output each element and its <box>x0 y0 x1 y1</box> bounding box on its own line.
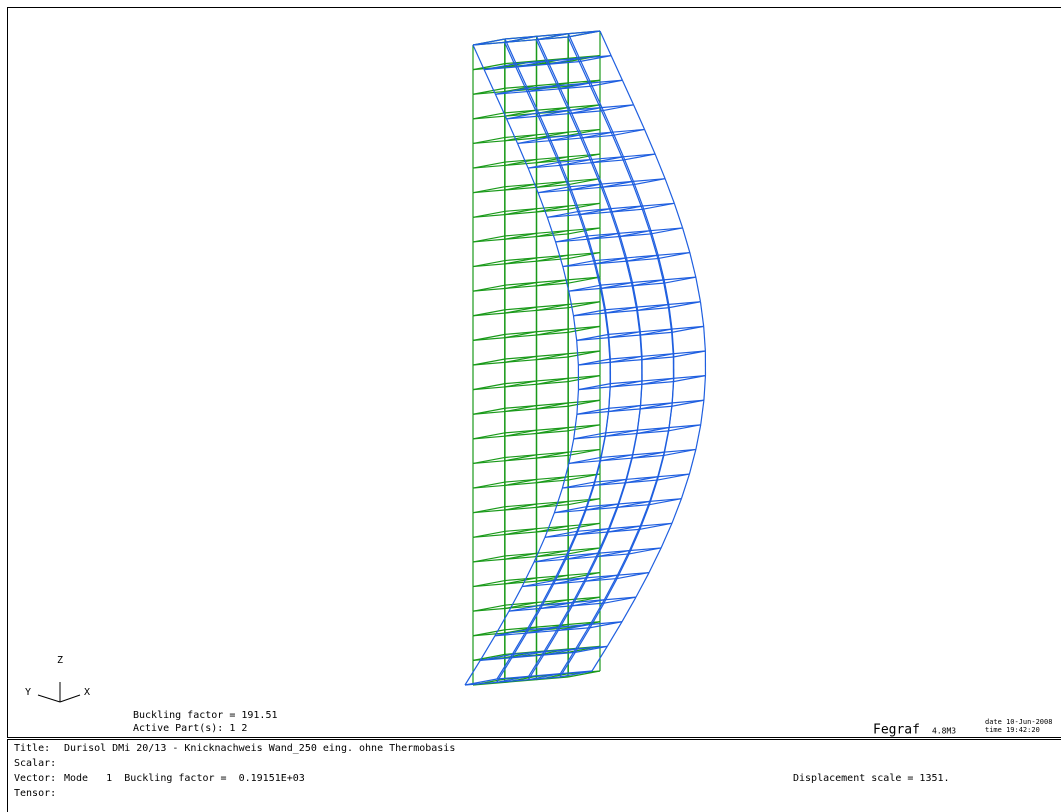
mesh-edge <box>696 425 701 450</box>
mesh-edge <box>619 237 626 262</box>
mesh-edge <box>700 302 703 327</box>
mesh-edge <box>554 488 562 513</box>
mesh-edge <box>577 340 579 365</box>
mesh-edge <box>645 129 656 154</box>
brand: Fegraf <box>873 723 920 738</box>
mesh-edge <box>495 611 509 636</box>
mesh-edge <box>548 61 559 86</box>
active-parts: Active Part(s): 1 2 <box>133 723 247 734</box>
mesh-edge <box>651 231 658 256</box>
mesh-edge <box>649 548 661 573</box>
axis-label: X <box>84 687 90 698</box>
date: date 10-Jun-2008 <box>985 718 1052 726</box>
label: Title: <box>14 742 64 756</box>
mesh-edge <box>613 132 624 157</box>
mesh-edge <box>473 45 484 70</box>
mesh-edge <box>636 573 649 598</box>
mesh-edge <box>611 212 619 237</box>
mesh-edge <box>577 390 579 415</box>
mesh-edge <box>674 203 682 228</box>
mesh-edge <box>602 111 613 136</box>
mesh-edge <box>690 253 696 278</box>
mesh-edge <box>651 234 658 259</box>
axis-label: Z <box>57 655 63 666</box>
buckling-factor: Buckling factor = 191.51 <box>133 710 278 721</box>
mesh-edge <box>655 154 665 179</box>
mesh-edge <box>600 31 611 56</box>
axis-x <box>60 695 80 702</box>
mesh-edge <box>587 239 594 264</box>
version: 4.8M3 <box>932 727 956 736</box>
mesh-edge <box>613 135 624 160</box>
label: Scalar: <box>14 757 64 771</box>
mesh-edge <box>579 58 590 83</box>
mesh-edge <box>633 181 642 206</box>
mesh-edge <box>607 622 622 647</box>
viewport: Z Y X Buckling factor = 191.51 Active Pa… <box>0 0 1061 738</box>
mesh-edge <box>581 138 592 163</box>
mesh-edge <box>602 108 613 133</box>
vector: Mode 1 Buckling factor = 0.19151E+03 <box>64 773 305 784</box>
mesh-edge <box>643 206 651 231</box>
mesh-edge <box>619 233 626 258</box>
mesh-edge <box>547 217 555 242</box>
mesh-edge <box>696 277 701 302</box>
mesh-edge <box>626 261 632 286</box>
mesh-edge <box>516 64 527 89</box>
mesh-edge <box>623 157 633 182</box>
page: {"viewport": {"axes": {"z": "Z", "y": "Y… <box>0 0 1061 812</box>
mesh-edge <box>634 105 645 130</box>
mesh-edge <box>611 56 622 81</box>
mesh-edge <box>672 499 681 524</box>
mesh-edge <box>556 242 563 267</box>
info-panel: Title:Durisol DMi 20/13 - Knicknachweis … <box>7 739 1061 812</box>
mesh-edge <box>570 190 579 215</box>
mesh-edge <box>579 215 587 240</box>
mesh-edge <box>623 160 633 185</box>
mesh-edge <box>661 523 672 548</box>
mesh-edge <box>545 513 554 538</box>
mesh-edge <box>538 193 547 218</box>
mesh-edge <box>602 184 611 209</box>
mesh-edge <box>622 80 633 105</box>
mesh-edge <box>701 400 704 425</box>
mesh-edge <box>626 258 632 283</box>
mesh-edge <box>579 211 587 236</box>
mesh-edge <box>505 39 516 64</box>
mesh <box>465 31 705 685</box>
mesh-edge <box>601 187 610 212</box>
mesh-edge <box>658 255 664 280</box>
mesh-edge <box>658 259 664 284</box>
mesh-edge <box>608 338 610 363</box>
title: Durisol DMi 20/13 - Knicknachweis Wand_2… <box>64 743 455 754</box>
label: Tensor: <box>14 787 64 801</box>
mesh-edge <box>681 474 689 499</box>
mesh-edge <box>689 449 695 474</box>
mesh-edge <box>704 376 706 401</box>
axis-y <box>38 695 60 702</box>
mesh-edge <box>622 597 636 622</box>
mesh-edge <box>522 562 534 587</box>
displacement-scale: Displacement scale = 1351. <box>793 772 950 786</box>
mesh-edge <box>600 288 605 313</box>
mesh-edge <box>683 228 690 253</box>
mesh-edge <box>537 36 548 61</box>
mesh-edge <box>633 185 642 210</box>
label: Vector: <box>14 772 64 786</box>
axis-label: Y <box>25 687 31 698</box>
mesh-edge <box>664 280 669 305</box>
mesh-edge <box>588 236 595 261</box>
mesh-edge <box>704 326 706 351</box>
time: time 19:42:20 <box>985 726 1040 734</box>
mesh-edge <box>568 34 579 59</box>
mesh-edge <box>665 179 674 204</box>
mesh-edge <box>642 209 650 234</box>
mesh-edge <box>611 209 619 234</box>
